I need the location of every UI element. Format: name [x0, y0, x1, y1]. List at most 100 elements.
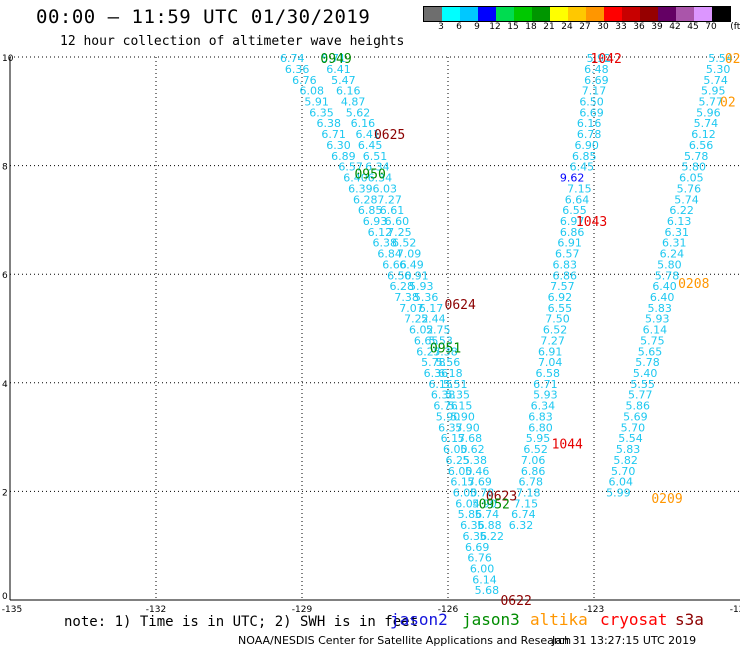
credit-text: NOAA/NESDIS Center for Satellite Applica…: [238, 634, 572, 647]
legend-s3a: s3a: [675, 610, 704, 629]
wave-height-value: 5.62: [460, 443, 485, 456]
wave-height-value: 5.22: [480, 530, 505, 543]
wave-height-value: 6.52: [543, 324, 568, 337]
x-tick-label: -135: [2, 605, 22, 615]
color-swatch: [568, 7, 586, 21]
wave-height-value: 5.75: [426, 324, 451, 337]
wave-height-value: 6.57: [338, 161, 363, 174]
color-swatch: [514, 7, 532, 21]
wave-height-value: 6.31: [664, 226, 689, 239]
wave-height-value: 5.30: [706, 63, 731, 76]
pass-time-label: 1042: [591, 52, 622, 67]
wave-height-value: 7.06: [521, 454, 546, 467]
wave-height-value: 6.71: [321, 128, 346, 141]
color-swatch: [676, 7, 694, 21]
wave-height-value: 5.74: [694, 117, 719, 130]
y-tick-label: 6: [2, 271, 8, 281]
wave-height-value: 6.27: [416, 345, 441, 358]
color-scale-label: 3: [438, 22, 444, 32]
pass-time-label: 02: [725, 52, 740, 67]
wave-height-value: 6.36: [424, 367, 449, 380]
wave-height-value: 6.93: [363, 215, 388, 228]
wave-height-value: 5.99: [606, 486, 631, 499]
wave-height-value: 5.90: [472, 497, 497, 510]
legend-cryosat: cryosat: [600, 610, 668, 629]
wave-height-value: 5.83: [616, 443, 641, 456]
color-scale-label: 36: [633, 22, 645, 32]
wave-height-value: 7.18: [516, 486, 541, 499]
wave-height-value: 5.80: [682, 161, 707, 174]
wave-height-value: 6.32: [509, 519, 534, 532]
wave-height-value: 5.93: [645, 313, 670, 326]
wave-height-value: 5.90: [436, 410, 461, 423]
wave-height-value: 5.35: [445, 389, 470, 402]
wave-height-value: 6.86: [560, 226, 585, 239]
wave-height-value: 5.88: [477, 519, 502, 532]
color-swatch: [460, 7, 478, 21]
pass-time-label: 0209: [651, 492, 682, 507]
color-swatch: [658, 7, 676, 21]
wave-height-value: 5.91: [304, 96, 329, 109]
color-scale-label: 21: [543, 22, 555, 32]
wave-height-value: 5.93: [533, 389, 558, 402]
pass-time-label: 0950: [354, 168, 385, 183]
wave-height-value: 6.35: [309, 106, 334, 119]
wave-height-value: 5.38: [433, 345, 458, 358]
wave-height-value: 6.52: [523, 443, 548, 456]
wave-height-value: 6.80: [528, 421, 553, 434]
wave-height-value: 6.51: [363, 150, 388, 163]
wave-height-value: 5.15: [448, 400, 473, 413]
pass-time-label: 0622: [500, 594, 531, 609]
wave-height-value: 5.95: [526, 432, 551, 445]
color-scale-label: 15: [507, 22, 519, 32]
wave-height-value: 6.38: [372, 237, 397, 250]
wave-height-value: 5.74: [475, 508, 500, 521]
wave-height-value: 6.92: [548, 291, 573, 304]
wave-height-value: 6.57: [555, 248, 580, 261]
wave-height-value: 6.31: [662, 237, 687, 250]
y-tick-label: 10: [2, 54, 14, 64]
pass-time-label: 0951: [430, 342, 461, 357]
wave-height-value: 6.61: [380, 204, 405, 217]
wave-height-value: 6.17: [450, 476, 475, 489]
wave-height-value: 6.58: [536, 367, 561, 380]
wave-height-value: 5.96: [696, 106, 721, 119]
wave-height-value: 6.78: [577, 128, 602, 141]
wave-height-value: 6.00: [470, 563, 495, 576]
legend-altika: altika: [530, 610, 588, 629]
wave-height-value: 6.50: [579, 96, 604, 109]
wave-height-value: 6.28: [390, 280, 415, 293]
legend-jason3: jason3: [462, 610, 520, 629]
wave-height-value: 6.50: [387, 269, 412, 282]
wave-height-value: 6.76: [292, 74, 317, 87]
wave-height-value: 6.64: [565, 193, 590, 206]
wave-height-value: 5.90: [455, 421, 480, 434]
legend-jason2: jason2: [390, 610, 448, 629]
wave-height-value: 5.51: [443, 378, 468, 391]
color-scale-label: 33: [615, 22, 627, 32]
wave-height-value: 6.16: [336, 85, 361, 98]
wave-height-value: 6.36: [463, 530, 488, 543]
wave-height-value: 6.76: [433, 400, 458, 413]
wave-height-value: 6.49: [399, 258, 424, 271]
wave-height-value: 6.00: [443, 443, 468, 456]
wave-height-value: 7.50: [545, 313, 570, 326]
wave-height-value: 6.24: [660, 248, 685, 261]
wave-height-value: 5.78: [421, 356, 446, 369]
color-swatch: [550, 7, 568, 21]
wave-height-value: 5.62: [346, 106, 371, 119]
x-tick-label: -123: [584, 605, 604, 615]
pass-time-label: 1043: [576, 215, 607, 230]
wave-height-value: 5.75: [640, 334, 665, 347]
wave-height-value: 6.41: [355, 128, 380, 141]
y-tick-label: 0: [2, 592, 8, 602]
x-tick-label: -132: [146, 605, 166, 615]
wave-height-value: 5.54: [618, 432, 643, 445]
wave-height-value: 6.55: [548, 302, 573, 315]
wave-height-value: 6.66: [382, 258, 407, 271]
wave-height-value: 5.92: [587, 52, 612, 65]
wave-height-value: 5.65: [638, 345, 663, 358]
wave-height-value: 5.74: [703, 74, 728, 87]
wave-height-value: 6.40: [343, 172, 368, 185]
